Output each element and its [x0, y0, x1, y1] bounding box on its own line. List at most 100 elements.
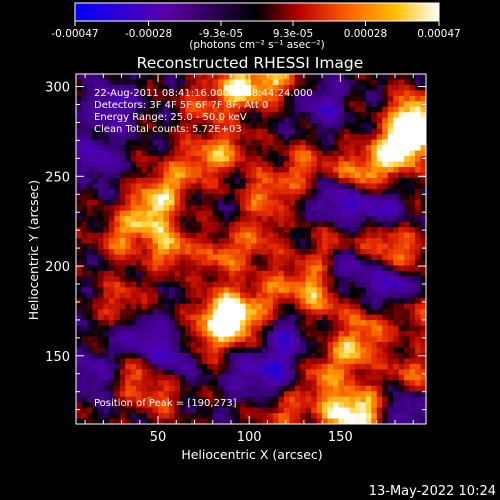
heatmap-cell: [256, 314, 263, 321]
heatmap-cell: [158, 123, 165, 130]
heatmap-cell: [289, 391, 296, 398]
heatmap-cell: [404, 385, 411, 392]
heatmap-cell: [201, 199, 208, 206]
heatmap-cell: [119, 314, 126, 321]
heatmap-cell: [272, 221, 279, 228]
heatmap-cell: [245, 380, 252, 387]
heatmap-cell: [92, 243, 99, 250]
heatmap-cell: [234, 243, 241, 250]
heatmap-cell: [86, 407, 94, 414]
heatmap-cell: [218, 309, 225, 316]
heatmap-cell: [420, 134, 426, 141]
heatmap-cell: [174, 352, 181, 359]
heatmap-cell: [152, 95, 159, 102]
heatmap-cell: [119, 249, 126, 256]
heatmap-cell: [261, 227, 269, 234]
heatmap-cell: [114, 238, 121, 245]
heatmap-cell: [125, 374, 132, 381]
heatmap-cell: [119, 177, 126, 184]
heatmap-cell: [404, 331, 411, 338]
heatmap-cell: [86, 74, 94, 81]
heatmap-cell: [272, 183, 279, 190]
heatmap-cell: [212, 418, 219, 424]
heatmap-cell: [163, 90, 170, 97]
heatmap-cell: [382, 292, 389, 299]
heatmap-cell: [103, 331, 110, 338]
heatmap-cell: [251, 210, 258, 217]
heatmap-cell: [179, 292, 186, 299]
heatmap-cell: [343, 95, 351, 102]
heatmap-cell: [294, 79, 301, 86]
heatmap-cell: [125, 90, 132, 97]
heatmap-cell: [234, 90, 241, 97]
heatmap-cell: [229, 150, 236, 157]
heatmap-cell: [212, 396, 219, 403]
heatmap-cell: [261, 90, 269, 97]
heatmap-cell: [174, 309, 181, 316]
heatmap-cell: [141, 320, 148, 327]
heatmap-cell: [76, 172, 83, 179]
heatmap-cell: [97, 276, 104, 283]
heatmap-cell: [272, 336, 279, 343]
heatmap-cell: [218, 407, 225, 414]
heatmap-cell: [272, 352, 279, 359]
heatmap-cell: [207, 385, 214, 392]
heatmap-cell: [393, 216, 400, 223]
heatmap-cell: [147, 391, 154, 398]
heatmap-cell: [327, 145, 334, 152]
heatmap-cell: [174, 254, 181, 261]
heatmap-cell: [190, 391, 197, 398]
heatmap-cell: [218, 199, 225, 206]
heatmap-cell: [86, 145, 94, 152]
heatmap-cell: [278, 166, 285, 174]
heatmap-cell: [240, 407, 247, 414]
heatmap-cell: [371, 374, 378, 381]
heatmap-cell: [152, 216, 159, 223]
heatmap-cell: [218, 292, 225, 299]
annotation-detectors: Detectors: 3F 4F 5F 6F 7F 8F, Att 0: [94, 100, 268, 111]
heatmap-cell: [261, 128, 269, 135]
heatmap-cell: [316, 139, 323, 146]
heatmap-cell: [103, 194, 110, 201]
heatmap-cell: [223, 183, 230, 190]
heatmap-cell: [360, 139, 367, 146]
heatmap-cell: [415, 336, 422, 343]
heatmap-cell: [371, 380, 378, 387]
heatmap-cell: [322, 112, 329, 119]
heatmap-cell: [229, 205, 236, 212]
heatmap-cell: [409, 320, 416, 327]
heatmap-cell: [256, 309, 263, 316]
heatmap-cell: [130, 238, 137, 245]
heatmap-cell: [141, 363, 148, 370]
heatmap-cell: [240, 331, 247, 338]
heatmap-cell: [327, 292, 334, 299]
heatmap-cell: [114, 227, 121, 234]
heatmap-cell: [201, 331, 208, 338]
heatmap-cell: [212, 123, 219, 130]
heatmap-cell: [398, 150, 405, 157]
heatmap-cell: [185, 172, 192, 179]
heatmap-cell: [234, 117, 241, 124]
heatmap-cell: [283, 402, 290, 409]
heatmap-cell: [119, 325, 126, 332]
heatmap-cell: [393, 243, 400, 250]
heatmap-cell: [179, 287, 186, 294]
heatmap-cell: [272, 194, 279, 201]
heatmap-cell: [267, 74, 274, 81]
heatmap-cell: [365, 84, 372, 92]
heatmap-cell: [168, 172, 176, 179]
heatmap-cell: [322, 314, 329, 321]
heatmap-cell: [382, 402, 389, 409]
heatmap-cell: [119, 216, 126, 223]
heatmap-cell: [261, 95, 269, 102]
heatmap-cell: [398, 363, 405, 370]
heatmap-cell: [245, 205, 252, 212]
heatmap-cell: [365, 391, 372, 398]
heatmap-cell: [152, 79, 159, 86]
heatmap-cell: [338, 309, 345, 316]
heatmap-cell: [278, 106, 285, 113]
heatmap-cell: [333, 298, 340, 305]
heatmap-cell: [415, 287, 422, 294]
heatmap-cell: [294, 177, 301, 184]
heatmap-cell: [376, 145, 383, 152]
